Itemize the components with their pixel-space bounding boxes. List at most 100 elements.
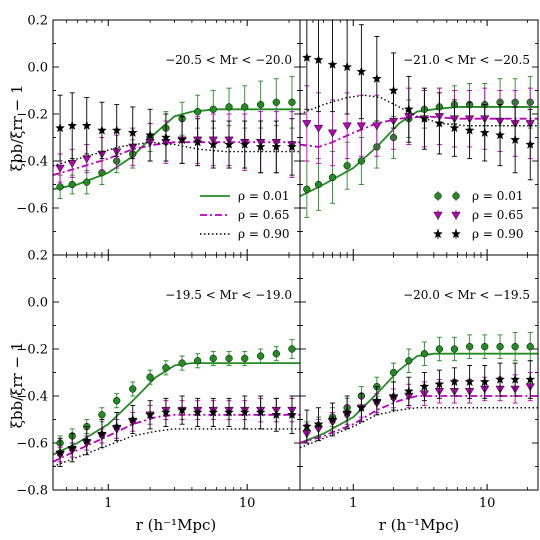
- model-curve-s1: [53, 362, 300, 456]
- panel-top-right: −21.0 < Mr < −20.5 ρ = 0.01 ρ = 0.65 ρ = 0.…: [299, 19, 539, 256]
- data-point-s1: [56, 183, 64, 191]
- x-tick-label: 10: [479, 496, 496, 511]
- data-point-s3: [81, 120, 92, 130]
- data-point-s1: [357, 157, 366, 165]
- data-point-s1: [194, 108, 202, 116]
- data-point-s1: [68, 180, 76, 189]
- data-point-s3: [434, 118, 445, 128]
- data-point-s3: [327, 59, 338, 69]
- data-point-s1: [343, 162, 351, 170]
- data-point-s1: [241, 354, 249, 363]
- data-point-s1: [256, 352, 265, 360]
- data-point-s1: [450, 345, 459, 353]
- data-point-s1: [314, 180, 323, 189]
- data-point-s1: [288, 98, 296, 106]
- legend-marker-s1: [434, 192, 442, 200]
- data-point-s1: [113, 397, 121, 405]
- data-point-s3: [342, 407, 353, 417]
- data-point-s3: [208, 407, 219, 417]
- data-point-s1: [288, 345, 296, 353]
- data-point-s1: [129, 385, 137, 393]
- y-tick-label: −0.4: [16, 390, 48, 405]
- x-tick-label: 1: [104, 496, 112, 511]
- data-point-s3: [403, 104, 414, 114]
- data-point-s3: [479, 376, 490, 387]
- data-point-s3: [239, 407, 250, 417]
- data-point-s3: [301, 421, 312, 431]
- legend-label-s3: ρ = 0.90: [472, 227, 523, 241]
- data-point-s1: [481, 343, 489, 351]
- model-curve-s1: [300, 352, 538, 444]
- data-point-s3: [356, 402, 367, 412]
- y-tick-label: −0.2: [16, 343, 48, 358]
- legend-marker-s2: [451, 211, 461, 220]
- data-point-s3: [419, 113, 430, 123]
- legend-marker-s3: [433, 228, 443, 239]
- data-point-s3: [342, 61, 353, 72]
- data-point-s3: [495, 374, 506, 384]
- x-axis-label-right: r (h⁻¹Mpc): [379, 516, 460, 534]
- data-point-s3: [271, 141, 282, 152]
- data-point-s3: [525, 139, 536, 149]
- data-point-s1: [465, 343, 474, 351]
- legend-label-s1: ρ = 0.01: [472, 189, 523, 203]
- data-point-s3: [160, 132, 171, 142]
- legend-marker-s1: [452, 192, 460, 200]
- data-point-s3: [449, 122, 460, 133]
- data-point-s3: [67, 442, 78, 452]
- panel-top-left: 0.2 0.0 −0.2 −0.4 −0.6 −20.5 < Mr < −20.0 ρ = …: [16, 14, 301, 256]
- legend-label-s1: ρ = 0.01: [238, 189, 289, 203]
- plot-area: [53, 75, 300, 200]
- data-point-s3: [145, 409, 156, 419]
- data-point-s3: [449, 376, 460, 387]
- data-point-s3: [356, 66, 367, 76]
- data-point-s3: [434, 379, 445, 389]
- data-point-s2: [356, 122, 367, 131]
- legend-label-s2: ρ = 0.65: [238, 208, 289, 222]
- data-point-s1: [405, 357, 413, 365]
- data-point-s1: [209, 105, 217, 113]
- data-point-s3: [464, 125, 475, 135]
- y-tick-label: 0.2: [27, 14, 48, 29]
- data-point-s1: [328, 173, 337, 182]
- data-point-s3: [388, 85, 399, 95]
- data-point-s3: [96, 428, 107, 438]
- data-point-s3: [479, 127, 490, 137]
- data-point-s1: [511, 343, 519, 351]
- data-point-s3: [510, 134, 521, 145]
- data-point-s2: [55, 164, 65, 173]
- data-point-s1: [526, 343, 534, 351]
- data-point-s3: [224, 139, 234, 149]
- data-point-s3: [510, 374, 521, 384]
- data-point-s3: [177, 134, 188, 145]
- plot-area: [300, 20, 538, 218]
- data-point-s1: [420, 350, 429, 358]
- data-point-s3: [127, 414, 138, 424]
- model-curve-s2: [53, 413, 300, 463]
- data-point-s3: [271, 409, 282, 419]
- data-point-s3: [287, 409, 297, 419]
- data-point-s3: [313, 419, 324, 429]
- data-point-s2: [67, 160, 77, 169]
- x-tick-label: 10: [239, 496, 256, 511]
- y-tick-label: 0.2: [27, 249, 48, 264]
- data-point-s3: [111, 125, 122, 135]
- y-axis-label-top: ξbb/ξrr − 1: [8, 85, 26, 172]
- data-point-s1: [435, 345, 444, 353]
- data-point-s3: [208, 139, 219, 149]
- data-point-s2: [327, 129, 338, 138]
- x-axis-label-left: r (h⁻¹Mpc): [136, 516, 217, 534]
- data-point-s3: [388, 390, 399, 401]
- y-tick-label: 0.0: [27, 296, 48, 311]
- data-point-s1: [496, 343, 504, 351]
- legend-marker-s2: [433, 211, 443, 220]
- data-point-s3: [127, 127, 138, 137]
- data-point-s1: [146, 373, 154, 381]
- data-point-s3: [419, 381, 430, 391]
- data-point-s3: [313, 54, 324, 65]
- panel-label: −19.5 < Mr < −19.0: [165, 288, 292, 302]
- data-point-s3: [55, 447, 66, 457]
- model-curve-s3: [53, 141, 300, 167]
- x-tick-label: 1: [349, 496, 357, 511]
- data-point-s3: [192, 137, 203, 147]
